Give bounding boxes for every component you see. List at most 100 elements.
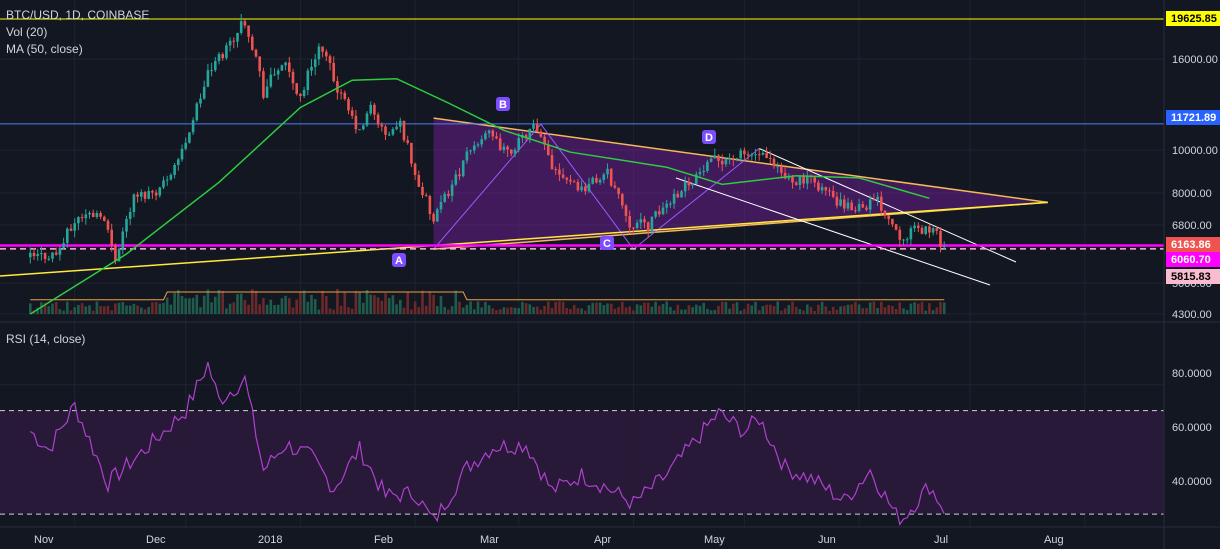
volume-bar [66, 301, 69, 314]
volume-bar [543, 305, 546, 314]
volume-bar [639, 305, 643, 314]
volume-bar [99, 306, 102, 314]
volume-bar [454, 290, 458, 314]
candles [29, 13, 946, 315]
volume-bar [295, 299, 298, 314]
volume-bar [905, 309, 909, 314]
drawing-lines[interactable] [0, 18, 1164, 286]
volume-bar [373, 295, 376, 314]
volume-bar [47, 306, 51, 314]
candle-body [646, 222, 650, 232]
volume-bar [62, 310, 65, 314]
volume-bar [484, 301, 487, 314]
candle-body [565, 177, 569, 180]
candle-body [143, 192, 147, 199]
volume-bar [702, 302, 705, 314]
candle-body [214, 61, 217, 71]
long-trendline [0, 201, 1048, 277]
volume-bar [395, 304, 398, 314]
candle-body [695, 174, 698, 184]
volume-legend[interactable]: Vol (20) [6, 25, 47, 39]
ma-legend[interactable]: MA (50, close) [6, 42, 83, 56]
volume-bar [487, 305, 491, 314]
volume-bar [232, 302, 236, 314]
volume-bar [857, 304, 861, 314]
candle-body [902, 239, 905, 241]
point-label-d[interactable]: D [702, 130, 716, 144]
candle-body [894, 224, 898, 230]
volume-bar [861, 308, 865, 314]
candle-body [576, 181, 580, 191]
candle-body [720, 160, 724, 165]
candle-body [872, 199, 876, 201]
candle-body [162, 180, 165, 188]
price-badge-6163[interactable]: 6163.86 [1166, 237, 1220, 252]
volume-bar [258, 304, 261, 314]
candle-body [728, 158, 731, 160]
rsi-legend[interactable]: RSI (14, close) [6, 332, 85, 346]
candle-body [443, 193, 446, 202]
candle-body [84, 214, 88, 219]
candle-body [606, 168, 609, 175]
price-tick: 16000.00 [1172, 54, 1218, 66]
candle-body [54, 252, 58, 255]
volume-bar [924, 310, 927, 314]
candle-body [765, 152, 768, 158]
volume-bar [646, 302, 650, 314]
candle-body [587, 183, 591, 192]
volume-bar [528, 304, 532, 314]
candle-body [421, 186, 424, 196]
volume-bar [217, 290, 221, 314]
candle-body [221, 54, 224, 59]
candle-body [487, 130, 491, 134]
volume-bar [920, 301, 924, 314]
volume-bar [783, 308, 787, 314]
volume-bar [432, 294, 435, 314]
candle-body [195, 103, 199, 121]
candle-body [632, 227, 635, 229]
point-label-a[interactable]: A [392, 253, 406, 267]
candle-body [854, 210, 857, 212]
candle-body [654, 211, 657, 217]
candle-body [225, 45, 228, 59]
volume-bar [794, 306, 798, 314]
volume-bar [691, 307, 694, 314]
candle-body [236, 32, 239, 42]
volume-bar [928, 303, 931, 314]
point-label-b[interactable]: B [496, 97, 510, 111]
volume-bar [40, 302, 43, 314]
rsi-tick: 60.0000 [1172, 422, 1212, 434]
volume-bar [191, 297, 195, 314]
volume-bar [791, 301, 794, 314]
volume-bar [202, 295, 206, 314]
symbol-legend[interactable]: BTC/USD, 1D, COINBASE [6, 8, 149, 22]
candle-body [325, 51, 328, 57]
candle-body [321, 46, 324, 52]
candle-body [535, 123, 539, 132]
volume-bar [517, 308, 520, 314]
price-badge-6060[interactable]: 6060.70 [1166, 252, 1220, 267]
candle-body [369, 104, 372, 114]
candle-body [461, 160, 465, 177]
price-badge-11721[interactable]: 11721.89 [1166, 110, 1220, 125]
volume-bar [787, 305, 791, 314]
candle-body [458, 174, 461, 177]
badge-bg [1166, 252, 1220, 267]
volume-bar [650, 306, 654, 314]
point-label-c[interactable]: C [600, 236, 614, 250]
price-badge-19625[interactable]: 19625.85 [1166, 11, 1220, 26]
volume-bar [199, 307, 202, 314]
badge-bg [1166, 237, 1220, 252]
volume-bar [754, 301, 757, 314]
volume-bar [587, 305, 591, 314]
volume-bar [580, 308, 583, 314]
volume-bar [935, 307, 939, 314]
candle-body [454, 174, 458, 185]
candle-body [928, 226, 931, 233]
price-badge-5815[interactable]: 5815.83 [1166, 269, 1220, 284]
volume-bar [765, 304, 768, 314]
volume-bar [880, 301, 883, 314]
volume-bar [317, 309, 321, 314]
